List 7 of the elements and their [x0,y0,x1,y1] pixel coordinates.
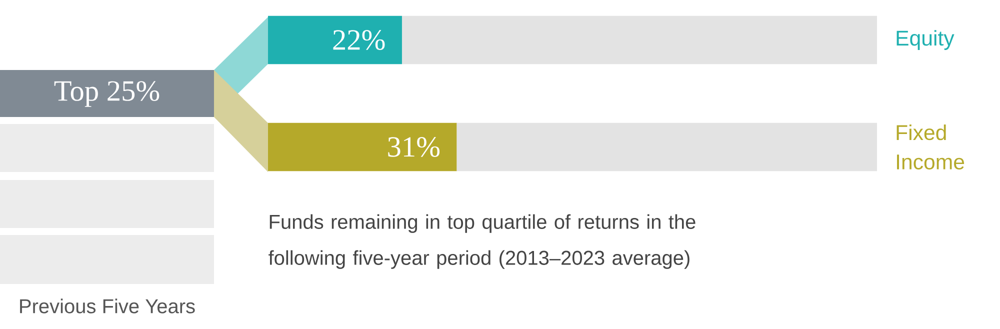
text: Top 25% [54,81,160,107]
y-tick-label: Fixed Income [896,124,964,170]
text: Previous Five Years [20,298,195,314]
y-tick-label: Equity [896,30,954,50]
data-label: 22% [333,30,385,50]
text: Funds remaining in top quartile of returns in the following five-year period (2013–2023 average) [268,214,696,269]
data-label: 31% [388,137,440,157]
